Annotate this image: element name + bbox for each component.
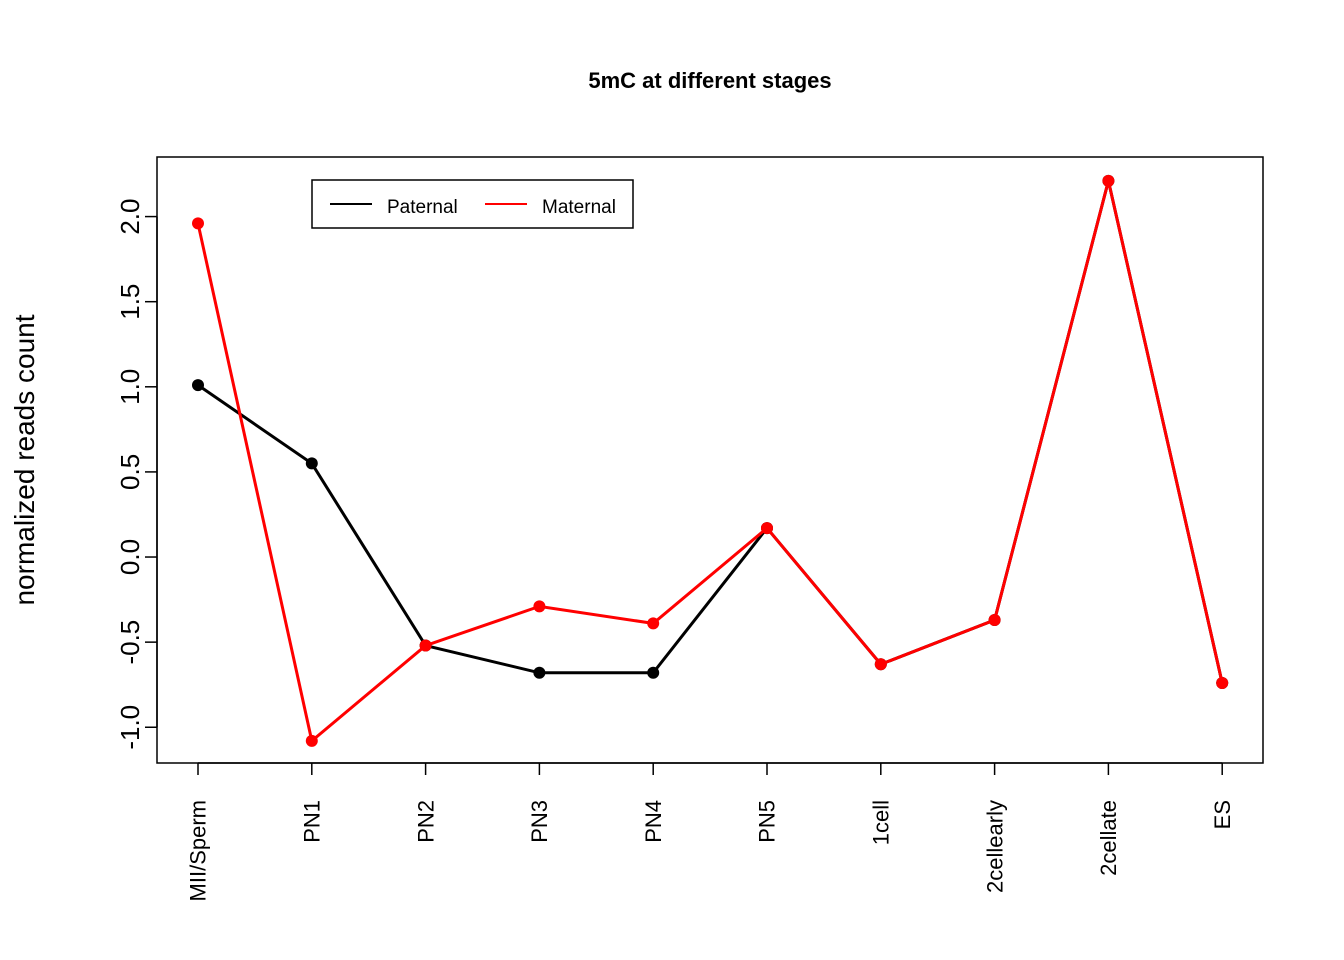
- x-tick-label: 2cellearly: [982, 800, 1007, 893]
- series-maternal: [192, 174, 1229, 747]
- x-tick-label: MII/Sperm: [186, 800, 211, 901]
- data-point-maternal: [419, 639, 432, 652]
- legend-label-maternal: Maternal: [542, 197, 616, 218]
- y-axis: -1.0 -0.5 0.0 0.5 1.0 1.5 2.0: [115, 199, 158, 750]
- data-point-maternal: [1216, 676, 1229, 689]
- plot-frame: [156, 156, 1264, 764]
- x-tick-label: PN4: [641, 800, 666, 843]
- x-tick-label: PN3: [527, 800, 552, 843]
- data-point-maternal: [761, 522, 773, 535]
- data-point-paternal: [305, 457, 318, 470]
- data-point-paternal: [647, 666, 660, 679]
- y-axis-label: normalized reads count: [9, 314, 40, 605]
- data-point-maternal: [1102, 174, 1115, 187]
- data-point-maternal: [874, 658, 887, 671]
- y-tick-label: -0.5: [115, 620, 145, 665]
- x-axis: MII/Sperm PN1 PN2 PN3 PN4 PN5 1cell 2cellearly 2…: [186, 762, 1235, 901]
- series-line-paternal: [197, 180, 1224, 684]
- legend: Paternal Maternal: [311, 179, 634, 229]
- x-tick-label: PN2: [413, 800, 438, 843]
- y-tick-label: 0.0: [115, 539, 145, 575]
- data-point-paternal: [533, 666, 546, 679]
- data-point-maternal: [647, 617, 660, 630]
- data-point-maternal: [192, 217, 204, 230]
- data-point-paternal: [192, 379, 204, 392]
- x-tick-label: ES: [1210, 800, 1235, 829]
- y-tick-label: 1.0: [115, 369, 145, 405]
- y-tick-label: -1.0: [115, 705, 145, 750]
- data-point-maternal: [305, 734, 318, 747]
- x-tick-label: 1cell: [869, 800, 894, 845]
- data-point-maternal: [988, 614, 1001, 627]
- chart-title: 5mC at different stages: [588, 68, 831, 93]
- x-tick-label: 2cellate: [1096, 800, 1121, 876]
- y-tick-label: 1.5: [115, 284, 145, 320]
- series-layer: [192, 174, 1229, 747]
- x-tick-label: PN1: [300, 800, 325, 843]
- series-paternal: [192, 174, 1229, 689]
- y-tick-label: 0.5: [115, 454, 145, 490]
- legend-label-paternal: Paternal: [387, 197, 458, 218]
- data-point-maternal: [533, 600, 546, 613]
- x-tick-label: PN5: [755, 800, 780, 843]
- series-line-maternal: [196, 180, 1224, 744]
- y-tick-label: 2.0: [115, 199, 145, 235]
